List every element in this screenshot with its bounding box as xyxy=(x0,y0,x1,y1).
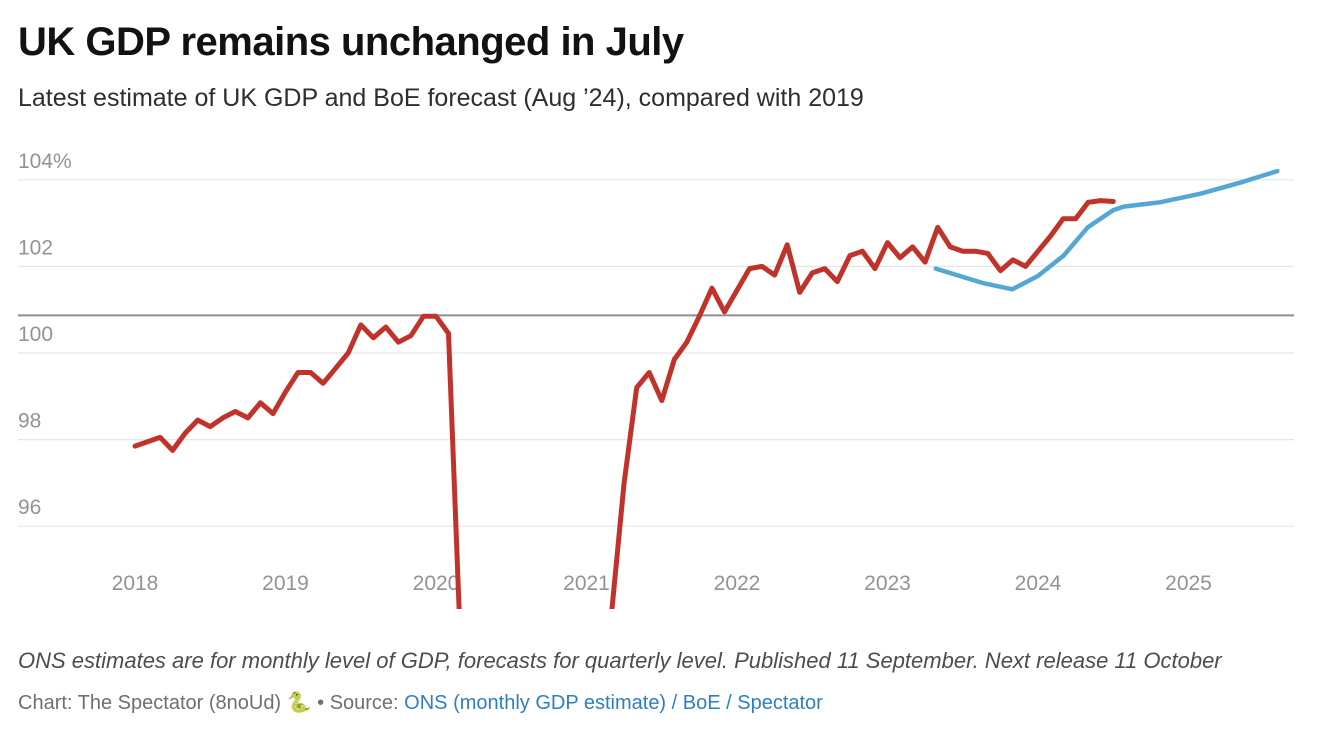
x-tick-label-2018: 2018 xyxy=(112,572,159,595)
chart-title: UK GDP remains unchanged in July xyxy=(18,20,684,64)
credit-separator: • xyxy=(311,692,330,714)
chart-credit: Chart: The Spectator (8noUd) 🐍 • Source:… xyxy=(18,690,823,715)
boe-forecast-line xyxy=(933,168,1280,292)
x-tick-label-2023: 2023 xyxy=(864,572,911,595)
x-tick-label-2021: 2021 xyxy=(563,572,610,595)
snake-emoji: 🐍 xyxy=(286,692,312,714)
plot-series-group xyxy=(132,168,1280,609)
x-tick-label-2020: 2020 xyxy=(413,572,460,595)
source-label: Source: xyxy=(329,692,405,714)
x-tick-label-2025: 2025 xyxy=(1165,572,1212,595)
chart-subtitle: Latest estimate of UK GDP and BoE foreca… xyxy=(18,84,864,112)
gdp-estimate-line xyxy=(132,198,1116,609)
y-tick-label-98: 98 xyxy=(18,410,41,433)
y-tick-label-104: 104% xyxy=(18,150,72,173)
y-tick-label-96: 96 xyxy=(18,496,41,519)
credit-byline: Chart: The Spectator (8noUd) xyxy=(18,692,287,714)
x-tick-label-2019: 2019 xyxy=(262,572,309,595)
x-tick-label-2024: 2024 xyxy=(1015,572,1062,595)
y-tick-label-102: 102 xyxy=(18,236,53,259)
chart-footnote: ONS estimates are for monthly level of G… xyxy=(18,648,1222,673)
y-tick-label-100: 100 xyxy=(18,323,53,346)
source-links[interactable]: ONS (monthly GDP estimate) / BoE / Spect… xyxy=(404,692,823,714)
x-tick-label-2022: 2022 xyxy=(714,572,761,595)
